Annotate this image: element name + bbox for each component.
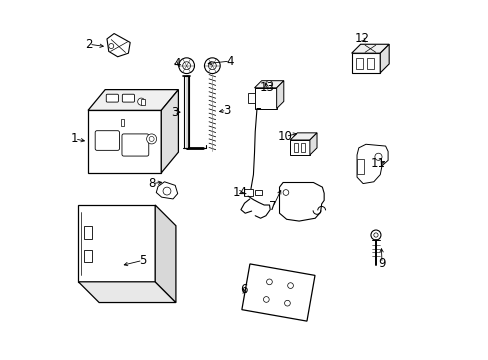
Bar xyxy=(366,58,373,68)
Bar xyxy=(351,53,380,73)
Bar xyxy=(254,190,261,195)
Text: 11: 11 xyxy=(370,157,385,170)
Text: 13: 13 xyxy=(259,81,274,94)
Polygon shape xyxy=(161,90,178,173)
Text: 8: 8 xyxy=(148,177,156,190)
Text: 14: 14 xyxy=(232,186,247,199)
Bar xyxy=(244,189,252,196)
Polygon shape xyxy=(356,144,387,184)
Bar xyxy=(121,118,124,126)
Polygon shape xyxy=(351,44,388,53)
Circle shape xyxy=(373,233,377,237)
Circle shape xyxy=(149,136,154,141)
Text: 1: 1 xyxy=(71,132,79,145)
Bar xyxy=(78,205,155,282)
Circle shape xyxy=(284,300,290,306)
Circle shape xyxy=(179,58,194,73)
FancyBboxPatch shape xyxy=(122,134,148,156)
Circle shape xyxy=(266,279,272,285)
Circle shape xyxy=(108,44,114,49)
Text: 12: 12 xyxy=(354,32,369,45)
Circle shape xyxy=(204,58,220,73)
Bar xyxy=(247,93,255,103)
Circle shape xyxy=(183,62,190,69)
Polygon shape xyxy=(380,44,388,73)
Circle shape xyxy=(370,230,380,240)
Bar xyxy=(141,99,144,105)
Text: 4: 4 xyxy=(173,57,180,70)
Circle shape xyxy=(163,187,171,195)
Bar xyxy=(88,111,161,173)
Polygon shape xyxy=(155,205,176,302)
Polygon shape xyxy=(242,264,314,321)
Text: 4: 4 xyxy=(226,55,233,68)
Bar xyxy=(83,249,91,262)
Text: 5: 5 xyxy=(139,254,146,267)
Bar xyxy=(356,159,364,174)
Circle shape xyxy=(374,153,381,160)
FancyBboxPatch shape xyxy=(95,131,119,150)
FancyBboxPatch shape xyxy=(122,94,134,102)
Text: 3: 3 xyxy=(171,105,178,119)
Text: 7: 7 xyxy=(269,200,276,213)
Polygon shape xyxy=(309,133,316,155)
Polygon shape xyxy=(254,81,283,88)
Polygon shape xyxy=(88,90,178,111)
Polygon shape xyxy=(290,133,316,140)
Polygon shape xyxy=(78,282,176,302)
Text: 3: 3 xyxy=(223,104,230,117)
Polygon shape xyxy=(276,81,283,109)
Bar xyxy=(290,140,309,155)
Circle shape xyxy=(265,81,272,88)
Polygon shape xyxy=(107,33,130,57)
Bar xyxy=(355,58,363,68)
FancyBboxPatch shape xyxy=(106,94,118,102)
Polygon shape xyxy=(156,182,177,199)
Text: 10: 10 xyxy=(278,130,292,143)
Circle shape xyxy=(287,283,293,288)
Text: 6: 6 xyxy=(240,283,247,296)
Text: 2: 2 xyxy=(85,38,93,51)
Polygon shape xyxy=(279,183,324,221)
Circle shape xyxy=(283,190,288,195)
Circle shape xyxy=(146,134,156,144)
Text: 9: 9 xyxy=(378,257,385,270)
Bar xyxy=(300,143,305,152)
Circle shape xyxy=(263,297,268,302)
Bar xyxy=(254,88,276,109)
Bar xyxy=(293,143,298,152)
Circle shape xyxy=(138,98,144,105)
Circle shape xyxy=(208,62,216,69)
Bar xyxy=(83,226,91,239)
